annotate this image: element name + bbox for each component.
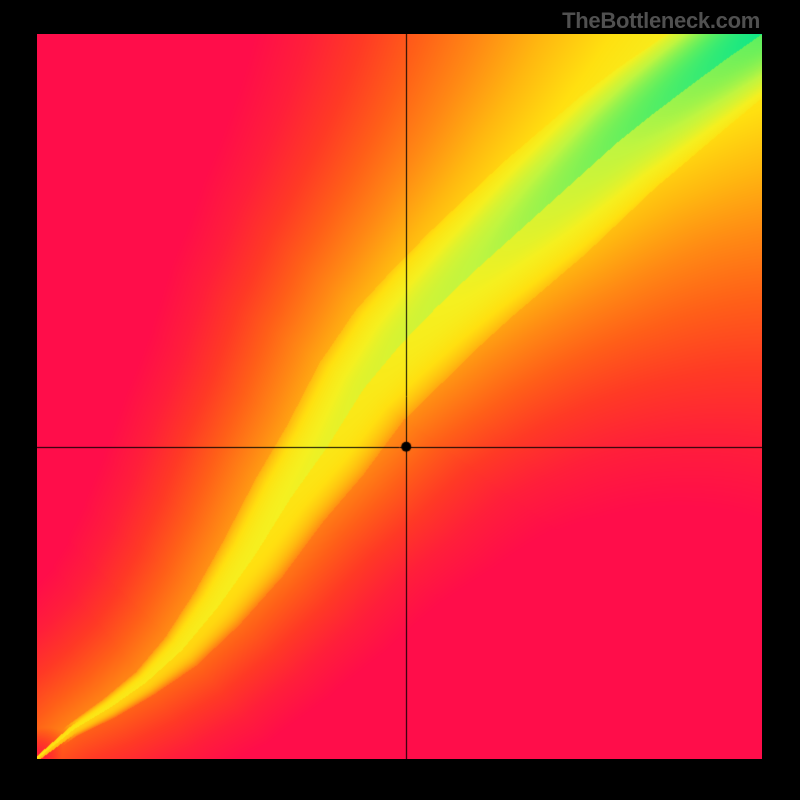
heatmap-plot bbox=[37, 34, 762, 759]
heatmap-canvas bbox=[37, 34, 762, 759]
chart-container: TheBottleneck.com bbox=[0, 0, 800, 800]
watermark-text: TheBottleneck.com bbox=[562, 8, 760, 34]
